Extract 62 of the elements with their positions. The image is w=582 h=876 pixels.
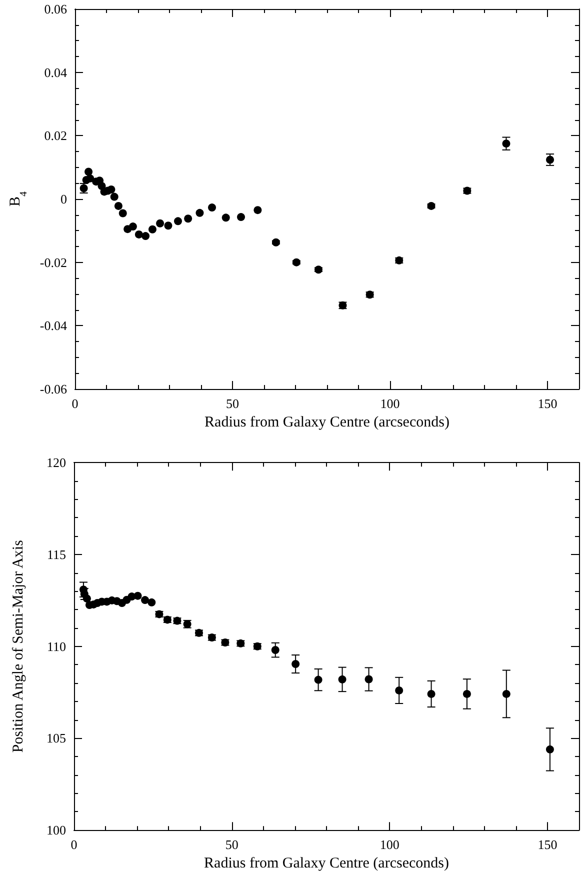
point	[292, 258, 300, 266]
x-tick-label: 100	[380, 837, 400, 852]
x-tick-label: 150	[538, 396, 558, 411]
y-axis-title: B4	[8, 192, 30, 207]
point	[156, 219, 164, 228]
point	[196, 208, 204, 217]
point	[427, 690, 436, 698]
y-tick-label: 0.06	[44, 2, 68, 16]
y-tick-label: 115	[46, 546, 66, 562]
point	[462, 690, 471, 698]
point	[338, 675, 346, 684]
y-tick-label: 0.02	[44, 128, 67, 144]
point	[107, 186, 116, 194]
point	[271, 646, 280, 654]
point	[502, 690, 510, 698]
point	[208, 204, 216, 212]
point	[174, 217, 182, 226]
point	[118, 209, 127, 218]
point	[292, 660, 300, 668]
point	[546, 156, 554, 164]
point	[254, 206, 262, 214]
x-tick-label: 0	[70, 837, 78, 852]
point	[427, 202, 436, 210]
point	[164, 222, 172, 230]
point	[128, 222, 137, 231]
y-tick-label: 105	[46, 730, 66, 746]
point	[110, 192, 118, 201]
y-tick-label: 0.04	[44, 64, 68, 80]
point	[395, 686, 404, 694]
point	[86, 174, 94, 182]
point	[148, 598, 156, 606]
point	[272, 238, 280, 246]
point	[148, 225, 156, 234]
point	[364, 675, 373, 684]
x-tick-label: 50	[225, 837, 238, 852]
point	[82, 594, 91, 603]
point	[114, 202, 122, 210]
point	[141, 596, 150, 604]
point	[546, 745, 554, 754]
point	[142, 232, 150, 240]
y-tick-label: 100	[46, 822, 66, 838]
y-tick-label: -0.04	[40, 318, 68, 334]
point	[184, 214, 192, 223]
point	[134, 230, 143, 238]
y-tick-label: -0.02	[40, 254, 67, 270]
point	[134, 592, 142, 600]
x-tick-label: 100	[380, 396, 400, 411]
y-tick-label: 120	[46, 455, 66, 470]
point	[314, 676, 322, 684]
y-tick-label: 0	[60, 192, 67, 206]
x-axis-title: Radius from Galaxy Centre (arcseconds)	[204, 414, 450, 430]
x-tick-label: 50	[226, 396, 239, 411]
y-axis-title: Position Angle of Semi-Major Axis	[10, 540, 26, 753]
point	[237, 213, 245, 222]
point	[222, 214, 230, 222]
x-tick-label: 0	[72, 396, 78, 411]
y-tick-label: -0.06	[40, 382, 68, 396]
point	[84, 168, 93, 176]
x-tick-label: 150	[538, 837, 558, 852]
point	[502, 140, 510, 148]
x-axis-title: Radius from Galaxy Centre (arcseconds)	[204, 856, 449, 872]
y-tick-label: 110	[46, 638, 66, 654]
